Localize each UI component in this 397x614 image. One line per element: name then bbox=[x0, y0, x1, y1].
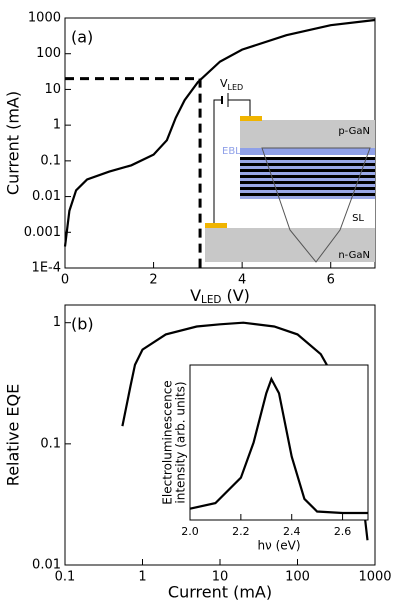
qb-layer bbox=[240, 196, 375, 199]
x-tick-label: 10 bbox=[212, 570, 229, 585]
y-axis-label: Current (mA) bbox=[4, 91, 23, 195]
data-line bbox=[189, 376, 368, 515]
p-contact bbox=[240, 116, 262, 121]
x-tick-label: 1000 bbox=[358, 570, 391, 585]
x-tick-label: 6 bbox=[327, 273, 335, 288]
x-tick-label: 2 bbox=[149, 273, 157, 288]
panel-label: (a) bbox=[71, 28, 93, 47]
x-tick-label: 1 bbox=[138, 570, 146, 585]
n-gan-layer bbox=[205, 228, 375, 262]
y-tick-label: 100 bbox=[36, 46, 61, 61]
source-label: VLED bbox=[220, 77, 243, 92]
x-label-sub: LED bbox=[201, 294, 221, 306]
n-layer-label: n-GaN bbox=[338, 250, 370, 261]
qw-layer bbox=[240, 187, 375, 190]
qw-layer bbox=[240, 163, 375, 166]
layer-stripes bbox=[240, 148, 375, 199]
qw-layer bbox=[240, 175, 375, 178]
n-contact bbox=[205, 223, 227, 228]
source-sub: LED bbox=[228, 83, 244, 92]
x-tick-label: 0 bbox=[61, 273, 69, 288]
y-axis-label: intensity (arb. units) bbox=[174, 381, 188, 503]
wire bbox=[228, 99, 251, 116]
panel-label: (b) bbox=[71, 315, 94, 334]
y-tick-label: 0.1 bbox=[40, 436, 61, 451]
plot-frame bbox=[189, 364, 369, 521]
y-tick-label: 0.1 bbox=[40, 153, 61, 168]
qw-layer bbox=[240, 193, 375, 196]
qb-layer bbox=[240, 166, 375, 169]
y-tick-label: 0.01 bbox=[32, 558, 61, 573]
x-tick-label: 2.6 bbox=[334, 525, 352, 538]
y-tick-label: 0.01 bbox=[32, 189, 61, 204]
x-tick-label: 0.1 bbox=[55, 570, 76, 585]
p-gan-layer bbox=[240, 120, 375, 148]
x-axis-label: Current (mA) bbox=[168, 583, 272, 602]
qb-layer bbox=[240, 190, 375, 193]
qw-layer bbox=[240, 157, 375, 160]
x-tick-label: 2.2 bbox=[232, 525, 250, 538]
x-tick-label: 100 bbox=[285, 570, 310, 585]
qw-layer bbox=[240, 181, 375, 184]
qb-layer bbox=[240, 160, 375, 163]
qw-layer bbox=[240, 169, 375, 172]
x-axis-label: VLED (V) bbox=[190, 286, 250, 307]
y-tick-label: 1000 bbox=[28, 11, 61, 26]
ebl-layer bbox=[240, 148, 375, 155]
x-tick-label: 4 bbox=[238, 273, 246, 288]
x-label-after: (V) bbox=[221, 286, 250, 305]
qb-layer bbox=[240, 178, 375, 181]
p-layer-label: p-GaN bbox=[338, 126, 370, 137]
wire bbox=[213, 99, 222, 223]
y-tick-label: 1 bbox=[53, 118, 61, 133]
x-tick-label: 2.4 bbox=[283, 525, 301, 538]
x-label-main: V bbox=[190, 286, 201, 305]
x-axis-label: hν (eV) bbox=[257, 539, 300, 553]
y-axis-label: Electroluminescence bbox=[161, 380, 175, 504]
qb-layer bbox=[240, 184, 375, 187]
y-tick-label: 0.001 bbox=[24, 225, 61, 240]
x-tick-label: 2.0 bbox=[181, 525, 199, 538]
ebl-label: EBL bbox=[222, 146, 241, 157]
y-axis-label: Relative EQE bbox=[4, 384, 23, 486]
v-pit bbox=[261, 147, 371, 263]
inset-bg bbox=[190, 365, 368, 520]
structure-diagram: VLED p-GaN EBL SL n-GaN bbox=[205, 77, 375, 263]
qb-layer bbox=[240, 172, 375, 175]
y-tick-label: 10 bbox=[44, 82, 61, 97]
sl-label: SL bbox=[352, 213, 364, 224]
y-tick-label: 1E-4 bbox=[32, 261, 61, 276]
data-line bbox=[63, 18, 376, 247]
source-text: V bbox=[220, 77, 228, 90]
y-tick-label: 1 bbox=[53, 315, 61, 330]
